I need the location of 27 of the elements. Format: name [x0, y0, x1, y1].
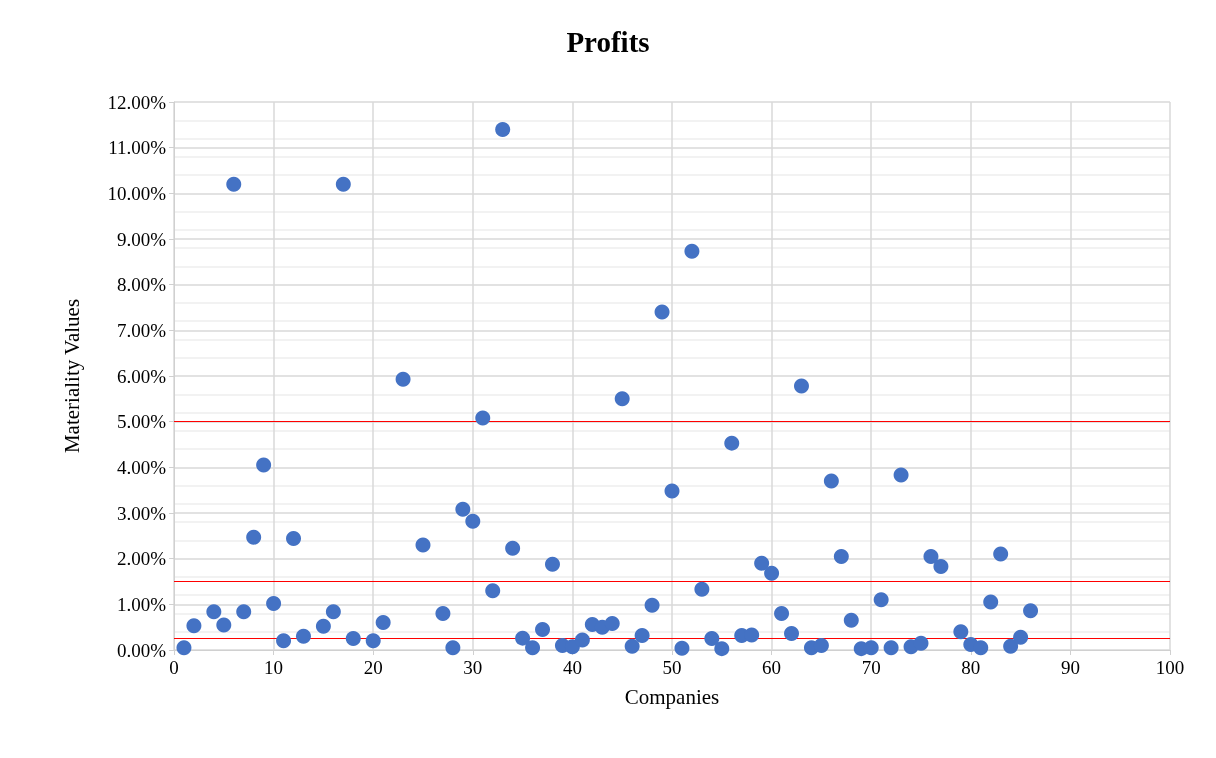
y-tick-label: 1.00% — [116, 593, 167, 615]
y-tick-label: 11.00% — [108, 137, 167, 159]
y-tick-label: 9.00% — [116, 228, 167, 250]
x-tick-label: 60 — [762, 657, 782, 678]
y-tick-label: 8.00% — [116, 274, 167, 296]
x-tick-label: 80 — [961, 657, 981, 678]
x-tick-label: 40 — [562, 657, 582, 678]
x-tick-label: 10 — [264, 657, 284, 678]
x-tick-label: 50 — [662, 657, 682, 678]
y-axis-title: Materiality Values — [59, 298, 84, 454]
x-tick-label: 100 — [1155, 657, 1185, 678]
y-tick-label: 5.00% — [116, 411, 167, 433]
x-tick-label: 70 — [861, 657, 881, 678]
y-tick-label: 2.00% — [116, 548, 167, 570]
y-tick-label: 4.00% — [116, 456, 167, 478]
x-tick-label: 90 — [1060, 657, 1080, 678]
x-tick-label: 0 — [169, 657, 179, 678]
x-axis-title: Companies — [624, 684, 720, 709]
y-tick-label: 3.00% — [116, 502, 167, 524]
y-tick-label: 7.00% — [116, 319, 167, 341]
chart-title: Profits — [566, 25, 650, 58]
x-tick-label: 30 — [463, 657, 483, 678]
x-tick-label: 20 — [363, 657, 383, 678]
y-tick-label: 12.00% — [107, 91, 167, 113]
y-tick-label: 0.00% — [116, 639, 167, 661]
y-tick-label: 10.00% — [107, 182, 167, 204]
y-tick-label: 6.00% — [116, 365, 167, 387]
